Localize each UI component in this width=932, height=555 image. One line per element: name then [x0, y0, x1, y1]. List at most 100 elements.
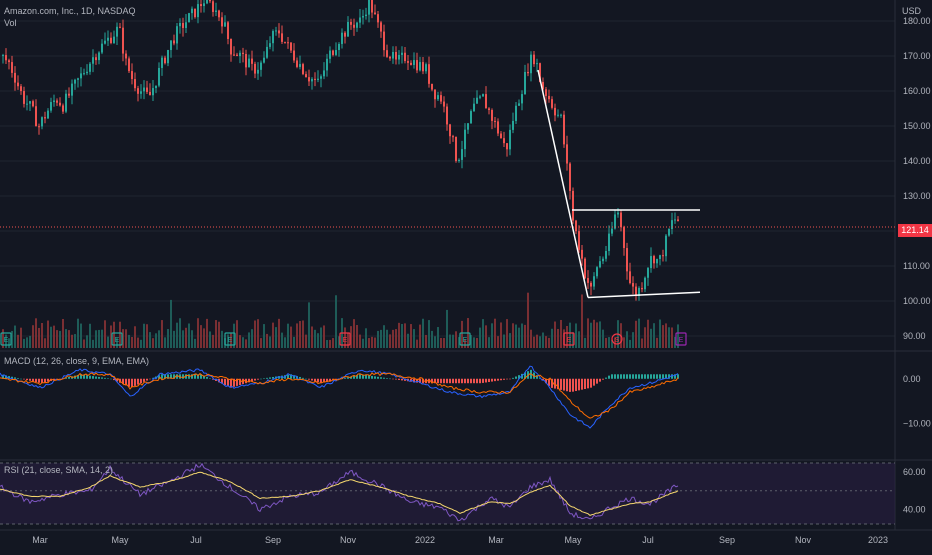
- macd-histogram-bar: [164, 374, 166, 379]
- volume-bar: [434, 336, 436, 348]
- candle-body: [374, 12, 376, 15]
- macd-histogram-bar: [446, 378, 448, 384]
- price-tick-label: 150.00: [903, 121, 931, 131]
- volume-bar: [68, 330, 70, 348]
- volume-bar: [608, 337, 610, 348]
- candle-body: [470, 111, 472, 124]
- volume-bar: [371, 336, 373, 348]
- macd-histogram-bar: [326, 378, 328, 382]
- candle-body: [614, 214, 616, 229]
- candle-body: [176, 26, 178, 44]
- volume-bar: [203, 328, 205, 348]
- candle-body: [254, 63, 256, 74]
- volume-bar: [191, 330, 193, 348]
- volume-bar: [158, 330, 160, 348]
- time-tick-label: May: [564, 535, 582, 545]
- macd-histogram-bar: [299, 376, 301, 379]
- volume-bar: [446, 309, 448, 348]
- volume-bar: [134, 326, 136, 348]
- time-tick-label: Sep: [719, 535, 735, 545]
- candle-body: [404, 52, 406, 62]
- volume-bar: [8, 338, 10, 348]
- candle-body: [497, 121, 499, 134]
- candle-body: [32, 101, 34, 107]
- candle-body: [122, 27, 124, 54]
- candle-body: [50, 102, 52, 111]
- candle-body: [500, 133, 502, 139]
- candle-body: [605, 250, 607, 259]
- candle-body: [2, 55, 4, 57]
- candle-body: [212, 1, 214, 12]
- macd-histogram-bar: [104, 377, 106, 379]
- candle-body: [251, 58, 253, 64]
- candle-body: [167, 50, 169, 64]
- volume-bar: [593, 319, 595, 348]
- price-tick-label: 140.00: [903, 156, 931, 166]
- volume-bar: [80, 323, 82, 348]
- macd-histogram-bar: [605, 377, 607, 379]
- candle-body: [83, 73, 85, 75]
- candle-body: [632, 283, 634, 287]
- candle-body: [140, 91, 142, 94]
- volume-bar: [347, 333, 349, 348]
- time-tick-label: Nov: [340, 535, 357, 545]
- volume-bar: [581, 294, 583, 348]
- candle-body: [566, 144, 568, 164]
- candle-body: [149, 91, 151, 96]
- candle-body: [635, 286, 637, 296]
- macd-histogram-bar: [251, 378, 253, 382]
- macd-histogram-bar: [131, 378, 133, 388]
- macd-histogram-bar: [269, 377, 271, 379]
- volume-bar: [674, 336, 676, 348]
- candle-body: [26, 103, 28, 105]
- macd-histogram-bar: [452, 378, 454, 384]
- volume-bar: [209, 331, 211, 348]
- macd-histogram-bar: [611, 374, 613, 379]
- macd-histogram-bar: [365, 375, 367, 379]
- volume-bar: [632, 332, 634, 348]
- candle-body: [92, 57, 94, 64]
- candle-body: [476, 97, 478, 104]
- candle-body: [671, 220, 673, 230]
- macd-histogram-bar: [17, 378, 19, 379]
- macd-histogram-bar: [572, 378, 574, 392]
- macd-tick-label: 0.00: [903, 374, 921, 384]
- macd-histogram-bar: [614, 374, 616, 379]
- macd-histogram-bar: [146, 378, 148, 381]
- candle-body: [539, 63, 541, 83]
- macd-histogram-bar: [617, 374, 619, 379]
- macd-histogram-bar: [440, 378, 442, 384]
- macd-histogram-bar: [89, 375, 91, 379]
- candle-body: [626, 248, 628, 272]
- candle-body: [203, 3, 205, 7]
- candle-body: [281, 33, 283, 42]
- candle-body: [662, 255, 664, 257]
- candle-body: [524, 71, 526, 95]
- rsi-tick-label: 60.00: [903, 467, 926, 477]
- macd-histogram-bar: [353, 375, 355, 379]
- volume-bar: [230, 332, 232, 348]
- candle-body: [143, 87, 145, 92]
- candle-body: [596, 267, 598, 277]
- earnings-marker-label: E: [4, 337, 9, 344]
- volume-bar: [413, 329, 415, 348]
- candle-body: [236, 54, 238, 57]
- candle-body: [554, 107, 556, 116]
- candle-body: [308, 77, 310, 82]
- volume-bar: [431, 330, 433, 348]
- volume-bar: [635, 320, 637, 348]
- macd-histogram-bar: [176, 374, 178, 379]
- candle-body: [95, 57, 97, 61]
- volume-bar: [476, 337, 478, 348]
- candle-body: [548, 95, 550, 100]
- macd-histogram-bar: [557, 378, 559, 390]
- candle-body: [239, 52, 241, 57]
- volume-bar: [173, 330, 175, 348]
- volume-bar: [344, 327, 346, 348]
- macd-histogram-bar: [281, 375, 283, 379]
- macd-histogram-bar: [665, 374, 667, 379]
- candle-body: [65, 93, 67, 112]
- volume-bar: [461, 320, 463, 348]
